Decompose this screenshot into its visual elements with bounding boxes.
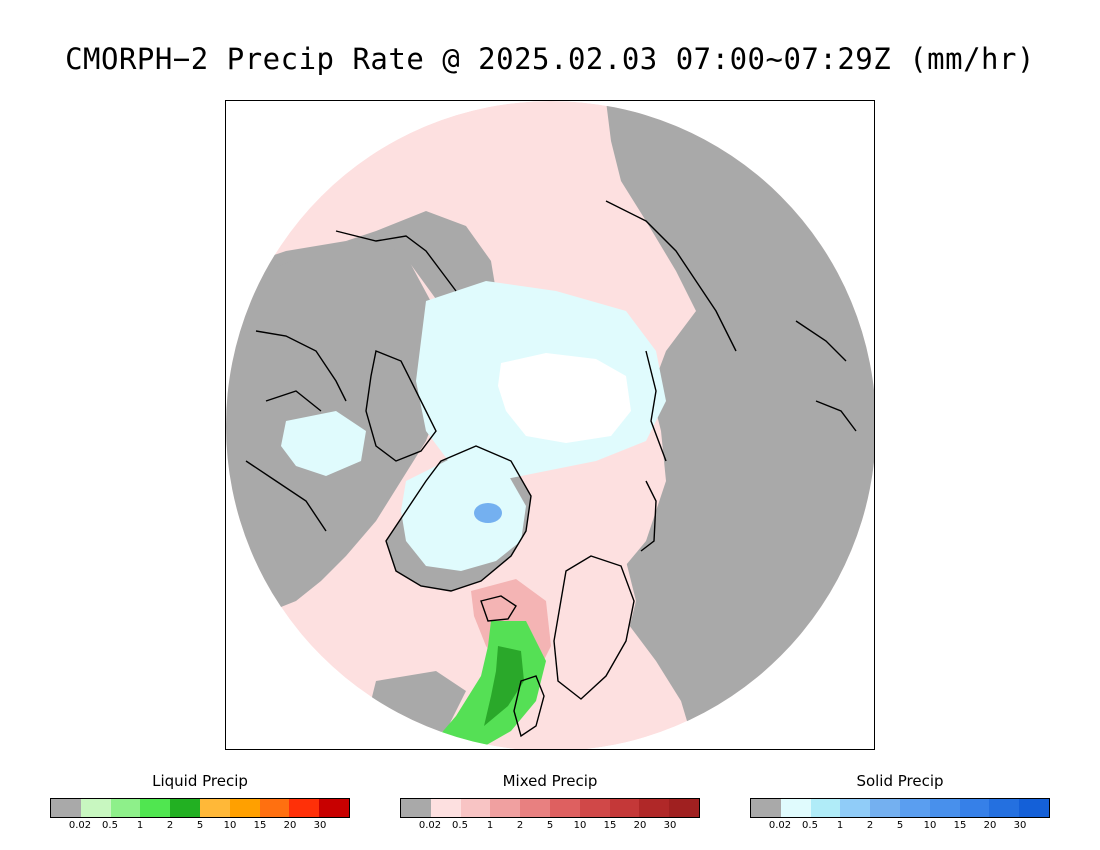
legend-mixed-tick: 0.5 [452,820,468,831]
legend-liquid-tick: 0.02 [68,820,92,831]
legend-mixed-title: Mixed Precip [502,772,598,790]
alaska-no-precip [266,211,496,306]
legend-solid-swatch [870,799,900,817]
legend-solid-tick: 0.02 [768,820,792,831]
legend-mixed-swatch [579,799,610,817]
map-disc [226,101,874,749]
legend-liquid: Liquid Precip 0.02 0.5 1 2 5 10 15 20 30 [50,772,350,832]
legend-liquid-tick: 15 [253,820,267,831]
legend-solid-tick: 2 [866,820,874,831]
greenland-snow-patch [474,503,502,523]
legend-liquid-swatch [199,799,230,817]
pole-no-data [498,353,631,443]
coastline-british-isles [513,675,545,738]
legend-solid-swatch [840,799,871,817]
legend-mixed-tick: 1 [486,820,494,831]
legend-mixed: Mixed Precip 0.02 0.5 1 2 5 10 15 20 30 [400,772,700,832]
legend-liquid-title: Liquid Precip [152,772,248,790]
legend-mixed-tick: 2 [516,820,524,831]
legend-solid-tick: 20 [983,820,997,831]
legend-liquid-swatch [319,799,349,817]
coastline-novaya-zemlya [640,480,657,552]
legend-solid: Solid Precip 0.02 0.5 1 2 5 10 15 20 30 [750,772,1050,832]
legend-mixed-tick: 20 [633,820,647,831]
legend-mixed-swatch [609,799,640,817]
legend-mixed-tick: 5 [546,820,554,831]
legend-solid-tick: 10 [923,820,937,831]
legend-mixed-tick: 10 [573,820,587,831]
greenland-light-snow [401,456,526,571]
chart-title: CMORPH−2 Precip Rate @ 2025.02.03 07:00~… [65,42,1035,76]
coastline-canadian-archipelago [365,350,437,462]
legend-mixed-swatch [669,799,699,817]
legend-liquid-swatch [289,799,320,817]
legend-solid-swatch [780,799,811,817]
liquid-precip-core [484,646,524,726]
legend-liquid-swatch [140,799,171,817]
legend-solid-tick: 5 [896,820,904,831]
legend-liquid-ticks: 0.02 0.5 1 2 5 10 15 20 30 [50,818,350,832]
legend-liquid-swatch [259,799,290,817]
legend-liquid-swatch [170,799,200,817]
hudson-bay-light-snow [281,411,366,476]
scandinavia-mixed-precip [551,551,636,701]
coastlines [245,200,857,738]
legend-solid-swatch [929,799,960,817]
legend-liquid-swatch [229,799,260,817]
legend-mixed-swatch [490,799,521,817]
legend-mixed-swatch [430,799,461,817]
coastline-east-siberia [795,320,857,432]
legend-mixed-colorbar [400,798,700,818]
legend-solid-tick: 15 [953,820,967,831]
legend-solid-swatch [1019,799,1049,817]
legend-mixed-swatch [520,799,550,817]
legend-solid-swatch [989,799,1020,817]
legend-solid-tick: 1 [836,820,844,831]
polar-precip-map [225,100,875,750]
legend-liquid-tick: 1 [136,820,144,831]
legend-solid-swatch [899,799,930,817]
coastline-scandinavia [553,555,635,700]
eurasia-no-precip [606,101,874,749]
legend-mixed-ticks: 0.02 0.5 1 2 5 10 15 20 30 [400,818,700,832]
legend-liquid-swatch [51,799,81,817]
legend-liquid-tick: 0.5 [102,820,118,831]
legend-liquid-swatch [110,799,141,817]
coastline-iceland [480,595,517,622]
legend-liquid-swatch [80,799,111,817]
coastline-alaska [335,230,457,292]
legend-solid-tick: 30 [1013,820,1027,831]
legend-solid-tick: 0.5 [802,820,818,831]
legend-liquid-tick: 30 [313,820,327,831]
legend-mixed-swatch [460,799,491,817]
legend-mixed-swatch [549,799,580,817]
legend-solid-swatch [959,799,990,817]
legend-solid-swatch [810,799,841,817]
legend-solid-ticks: 0.02 0.5 1 2 5 10 15 20 30 [750,818,1050,832]
legend-solid-swatch [751,799,781,817]
legend-liquid-tick: 5 [196,820,204,831]
legend-mixed-swatch [639,799,670,817]
legend-mixed-tick: 15 [603,820,617,831]
map-canvas [226,101,874,749]
coastline-greenland [385,445,532,592]
legend-liquid-colorbar [50,798,350,818]
coastline-siberia [605,200,737,462]
coastline-north-america [245,330,347,532]
legend-mixed-swatch [401,799,431,817]
legend-liquid-tick: 2 [166,820,174,831]
legend-mixed-tick: 30 [663,820,677,831]
legend-liquid-tick: 10 [223,820,237,831]
legend-mixed-tick: 0.02 [418,820,442,831]
legend-solid-title: Solid Precip [856,772,944,790]
legend-solid-colorbar [750,798,1050,818]
legend-liquid-tick: 20 [283,820,297,831]
